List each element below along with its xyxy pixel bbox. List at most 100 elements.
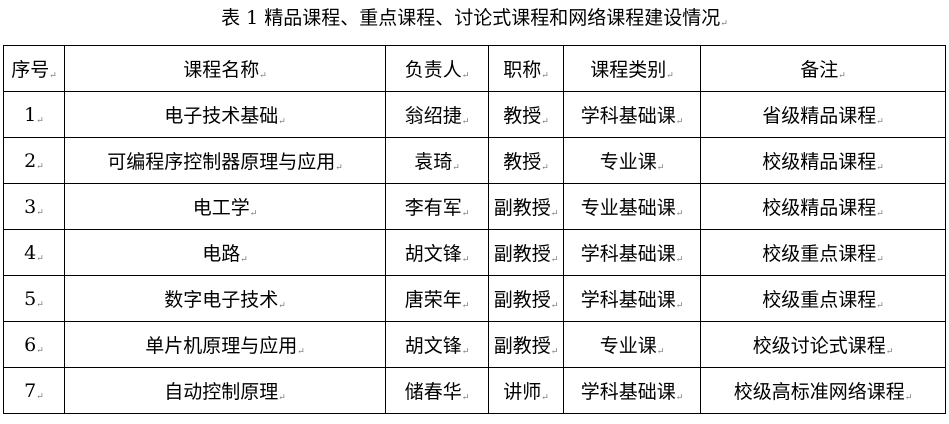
cell-text: 职称 — [503, 59, 549, 81]
cell-text: 袁琦 — [414, 151, 460, 173]
table-cell: 胡文锋 — [385, 321, 489, 368]
cell-text: 2 — [24, 150, 44, 172]
table-row: 1 电子技术基础 翁绍捷 教授 学科基础课 省级精品课程 — [3, 91, 946, 138]
cell-text: 单片机原理与应用 — [145, 335, 305, 357]
table-cell: 专业基础课 — [563, 183, 701, 230]
table-cell: 翁绍捷 — [385, 91, 489, 138]
header-row: 序号 课程名称 负责人 职称 课程类别 备注 — [3, 45, 946, 92]
column-header: 课程名称 — [64, 45, 386, 92]
table-cell: 李有军 — [385, 183, 489, 230]
table-row: 2 可编程序控制器原理与应用 袁琦 教授 专业课 校级精品课程 — [3, 137, 946, 184]
table-cell: 唐荣年 — [385, 275, 489, 322]
table-cell: 校级重点课程 — [700, 275, 946, 322]
cell-text: 校级高标准网络课程 — [734, 381, 913, 403]
cell-text: 副教授 — [494, 197, 559, 219]
table-row: 5 数字电子技术 唐荣年 副教授学科基础课 校级重点课程 — [3, 275, 946, 322]
table-cell: 副教授 — [488, 229, 564, 276]
cell-text: 胡文锋 — [405, 335, 470, 357]
column-header: 序号 — [3, 45, 65, 92]
table-cell: 自动控制原理 — [64, 367, 386, 414]
cell-text: 电子技术基础 — [164, 105, 286, 127]
table-cell: 学科基础课 — [563, 229, 701, 276]
cell-text: 省级精品课程 — [762, 105, 884, 127]
table-cell: 专业课 — [563, 137, 701, 184]
table-cell: 1 — [3, 91, 65, 138]
table-cell: 2 — [3, 137, 65, 184]
cell-text: 教授 — [503, 151, 549, 173]
table-cell: 副教授 — [488, 321, 564, 368]
table-cell: 电工学 — [64, 183, 386, 230]
cell-text: 李有军 — [405, 197, 470, 219]
cell-text: 电路 — [202, 243, 248, 265]
table-cell: 胡文锋 — [385, 229, 489, 276]
table-cell: 单片机原理与应用 — [64, 321, 386, 368]
table-row: 4 电路 胡文锋 副教授学科基础课 校级重点课程 — [3, 229, 946, 276]
column-header: 备注 — [700, 45, 946, 92]
table-cell: 学科基础课 — [563, 367, 701, 414]
cell-text: 7 — [24, 380, 44, 402]
cell-text: 序号 — [11, 59, 57, 81]
table-cell: 校级精品课程 — [700, 137, 946, 184]
cell-text: 专业基础课 — [581, 197, 684, 219]
cell-text: 储春华 — [405, 381, 470, 403]
table-cell: 讲师 — [488, 367, 564, 414]
table-cell: 教授 — [488, 91, 564, 138]
column-header: 负责人 — [385, 45, 489, 92]
cell-text: 课程类别 — [590, 59, 674, 81]
cell-text: 校级讨论式课程 — [753, 335, 894, 357]
cell-text: 胡文锋 — [405, 243, 470, 265]
cell-text: 校级精品课程 — [762, 197, 884, 219]
cell-text: 翁绍捷 — [405, 105, 470, 127]
table-cell: 5 — [3, 275, 65, 322]
table-cell: 专业课 — [563, 321, 701, 368]
cell-text: 5 — [24, 288, 44, 310]
table-cell: 副教授 — [488, 275, 564, 322]
table-cell: 副教授 — [488, 183, 564, 230]
cell-text: 学科基础课 — [581, 243, 684, 265]
cell-text: 副教授 — [494, 289, 559, 311]
course-table: 序号课程名称负责人职称课程类别备注1电子技术基础翁绍捷教授学科基础课省级精品课程… — [3, 45, 946, 414]
table-cell: 4 — [3, 229, 65, 276]
table-cell: 学科基础课 — [563, 91, 701, 138]
table-cell: 校级讨论式课程 — [700, 321, 946, 368]
table-cell: 袁琦 — [385, 137, 489, 184]
cell-text: 学科基础课 — [581, 105, 684, 127]
table-cell: 校级精品课程 — [700, 183, 946, 230]
table-cell: 电路 — [64, 229, 386, 276]
table-cell: 校级重点课程 — [700, 229, 946, 276]
table-title: 表 1 精品课程、重点课程、讨论式课程和网络课程建设情况 — [0, 4, 949, 38]
table-cell: 6 — [3, 321, 65, 368]
cell-text: 校级精品课程 — [762, 151, 884, 173]
table-cell: 储春华 — [385, 367, 489, 414]
table-cell: 数字电子技术 — [64, 275, 386, 322]
table-cell: 可编程序控制器原理与应用 — [64, 137, 386, 184]
cell-text: 1 — [24, 104, 44, 126]
cell-text: 校级重点课程 — [762, 243, 884, 265]
cell-text: 专业课 — [600, 335, 665, 357]
table-row: 3 电工学 李有军 副教授专业基础课 校级精品课程 — [3, 183, 946, 230]
cell-text: 负责人 — [405, 59, 470, 81]
cell-text: 学科基础课 — [581, 289, 684, 311]
cell-text: 教授 — [503, 105, 549, 127]
table-cell: 省级精品课程 — [700, 91, 946, 138]
table-cell: 学科基础课 — [563, 275, 701, 322]
table-row: 7 自动控制原理 储春华 讲师 学科基础课 校级高标准网络课程 — [3, 367, 946, 414]
table-cell: 7 — [3, 367, 65, 414]
cell-text: 6 — [24, 334, 44, 356]
table-row: 6 单片机原理与应用 胡文锋 副教授 专业课 校级讨论式课程 — [3, 321, 946, 368]
cell-text: 副教授 — [494, 243, 559, 265]
table-cell: 电子技术基础 — [64, 91, 386, 138]
table-cell: 3 — [3, 183, 65, 230]
table-cell: 校级高标准网络课程 — [700, 367, 946, 414]
cell-text: 3 — [24, 196, 44, 218]
cell-text: 唐荣年 — [405, 289, 470, 311]
cell-text: 副教授 — [494, 335, 559, 357]
table-cell: 教授 — [488, 137, 564, 184]
cell-text: 自动控制原理 — [164, 381, 286, 403]
cell-text: 讲师 — [503, 381, 549, 403]
cell-text: 数字电子技术 — [164, 289, 286, 311]
column-header: 课程类别 — [563, 45, 701, 92]
cell-text: 可编程序控制器原理与应用 — [107, 151, 343, 173]
cell-text: 备注 — [800, 59, 846, 81]
cell-text: 课程名称 — [183, 59, 267, 81]
